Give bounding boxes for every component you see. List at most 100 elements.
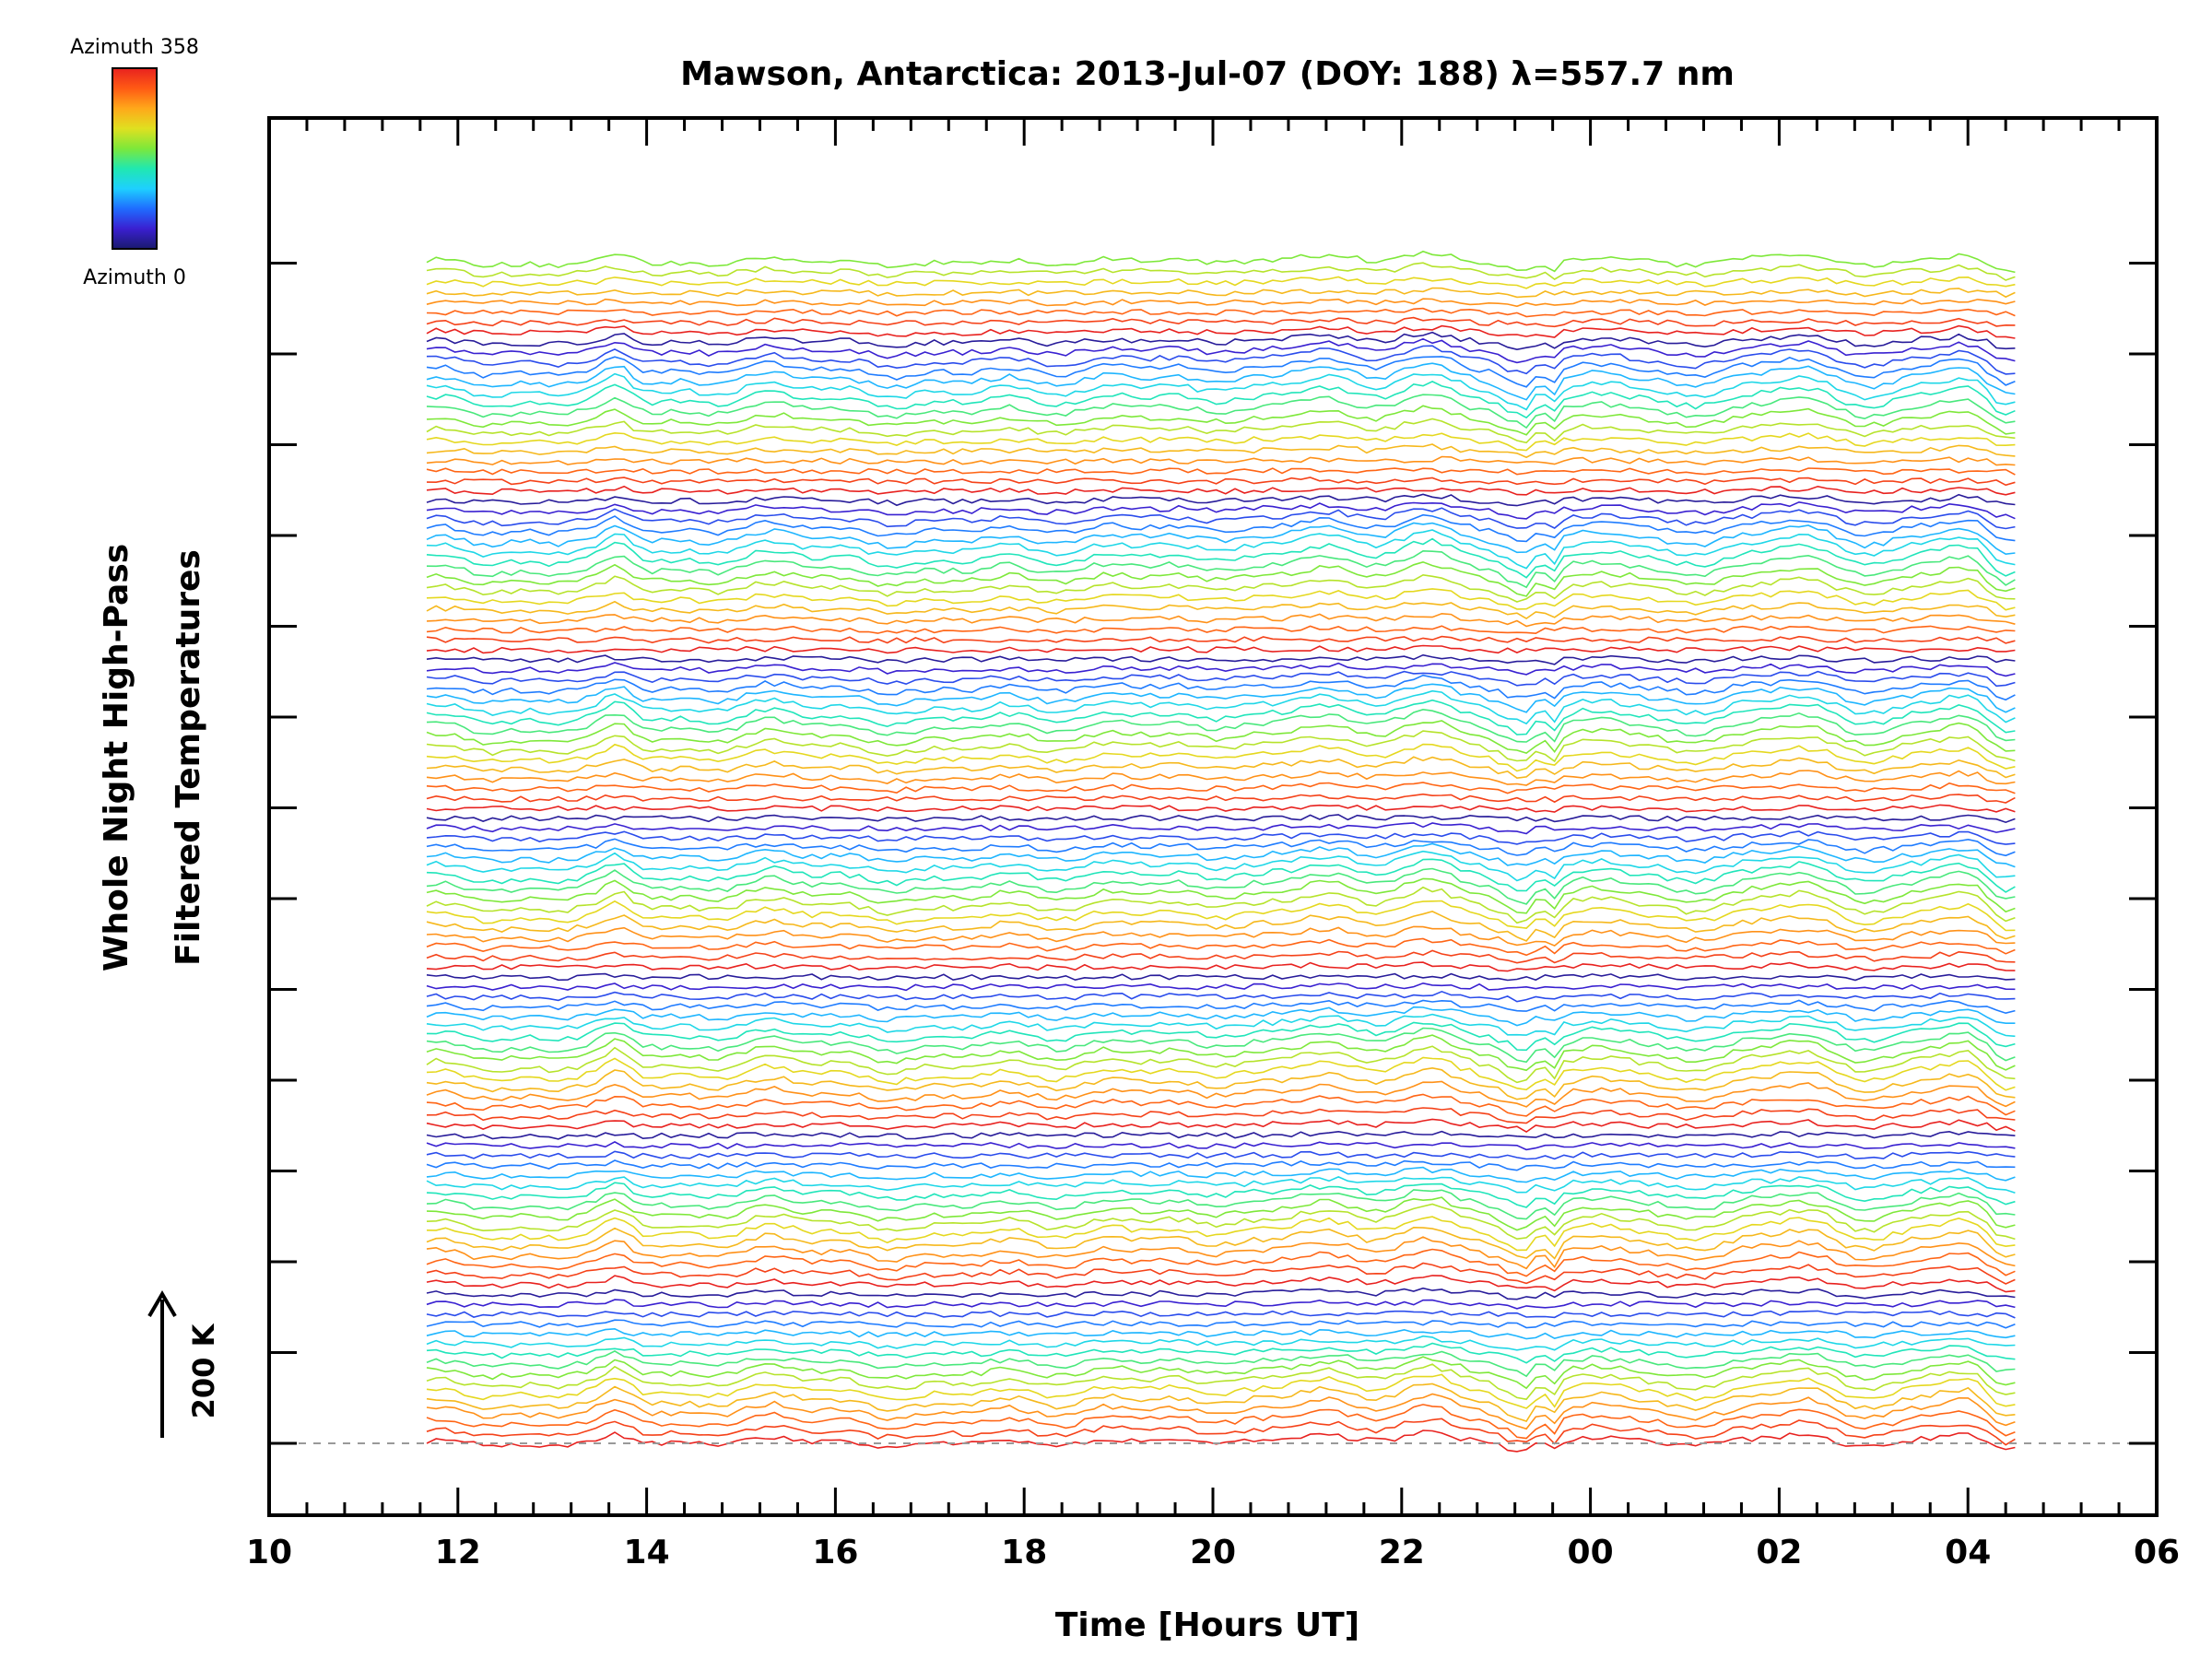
- x-tick-label: 02: [1756, 1534, 1802, 1571]
- series-line-115: [426, 298, 2016, 308]
- axes-layer: 10 12 14 16 18 20 22 00 02 04 06: [246, 116, 2180, 1571]
- series-line-58: [426, 850, 2016, 882]
- series-line-54: [426, 886, 2016, 924]
- series-line-87: [426, 560, 2016, 597]
- series-line-50: [426, 937, 2016, 957]
- series-line-62: [426, 822, 2016, 835]
- series-line-33: [426, 1107, 2016, 1124]
- series-line-78: [426, 662, 2016, 677]
- series-line-81: [426, 635, 2016, 644]
- series-line-36: [426, 1066, 2016, 1100]
- series-line-28: [426, 1159, 2016, 1171]
- series-line-108: [426, 356, 2016, 388]
- series-line-73: [426, 699, 2016, 735]
- x-axis-label: Time [Hours UT]: [1055, 1606, 1359, 1644]
- series-line-114: [426, 307, 2016, 318]
- x-tick-label: 00: [1568, 1534, 1614, 1571]
- series-line-92: [426, 513, 2016, 543]
- series-line-86: [426, 573, 2016, 603]
- series-line-38: [426, 1045, 2016, 1084]
- series-line-27: [426, 1166, 2016, 1183]
- series-line-60: [426, 838, 2016, 857]
- series-line-77: [426, 670, 2016, 688]
- series-line-6: [426, 1363, 2016, 1401]
- series-line-10: [426, 1335, 2016, 1351]
- series-line-112: [426, 324, 2016, 339]
- series-line-32: [426, 1118, 2016, 1134]
- scale-arrow-icon: [147, 1290, 177, 1438]
- series-layer: [426, 250, 2016, 1453]
- series-line-39: [426, 1034, 2016, 1072]
- x-tick-label: 20: [1190, 1534, 1236, 1571]
- series-line-29: [426, 1150, 2016, 1160]
- x-tick-label: 04: [1945, 1534, 1991, 1571]
- series-line-104: [426, 394, 2016, 429]
- series-line-119: [426, 250, 2016, 274]
- series-line-109: [426, 345, 2016, 375]
- series-line-98: [426, 467, 2016, 476]
- series-line-76: [426, 674, 2016, 701]
- series-line-65: [426, 793, 2016, 804]
- series-line-17: [426, 1262, 2016, 1285]
- series-line-51: [426, 925, 2016, 947]
- series-line-71: [426, 720, 2016, 754]
- series-line-90: [426, 529, 2016, 570]
- series-line-74: [426, 689, 2016, 725]
- series-line-40: [426, 1027, 2016, 1064]
- series-line-96: [426, 485, 2016, 496]
- series-line-97: [426, 477, 2016, 487]
- series-line-11: [426, 1327, 2016, 1340]
- series-line-88: [426, 549, 2016, 589]
- series-line-13: [426, 1310, 2016, 1319]
- series-line-57: [426, 858, 2016, 893]
- y-axis-label-line-1: Whole Night High-Pass: [98, 544, 135, 971]
- series-line-68: [426, 756, 2016, 780]
- series-line-101: [426, 431, 2016, 452]
- series-line-21: [426, 1216, 2016, 1252]
- series-line-18: [426, 1248, 2016, 1277]
- series-line-75: [426, 683, 2016, 713]
- series-line-7: [426, 1356, 2016, 1390]
- series-line-15: [426, 1287, 2016, 1300]
- x-tick-label: 16: [812, 1534, 858, 1571]
- series-line-34: [426, 1093, 2016, 1117]
- series-line-43: [426, 1006, 2016, 1027]
- series-line-9: [426, 1342, 2016, 1364]
- series-line-83: [426, 612, 2016, 628]
- series-line-49: [426, 949, 2016, 964]
- series-line-12: [426, 1319, 2016, 1329]
- series-line-25: [426, 1182, 2016, 1208]
- series-line-118: [426, 262, 2016, 281]
- series-line-107: [426, 362, 2016, 401]
- series-line-42: [426, 1013, 2016, 1038]
- series-line-4: [426, 1382, 2016, 1422]
- series-line-5: [426, 1373, 2016, 1409]
- series-line-24: [426, 1189, 2016, 1220]
- series-line-100: [426, 443, 2016, 459]
- series-line-0: [426, 1430, 2016, 1453]
- series-line-14: [426, 1299, 2016, 1310]
- chart-title: Mawson, Antarctica: 2013-Jul-07 (DOY: 18…: [680, 55, 1735, 93]
- series-line-22: [426, 1203, 2016, 1241]
- series-line-93: [426, 507, 2016, 530]
- series-line-95: [426, 493, 2016, 507]
- x-tick-label: 10: [246, 1534, 292, 1571]
- series-line-2: [426, 1404, 2016, 1440]
- series-line-85: [426, 588, 2016, 611]
- series-line-1: [426, 1418, 2016, 1446]
- series-line-79: [426, 653, 2016, 665]
- colorbar-top-label: Azimuth 358: [70, 36, 199, 59]
- series-line-67: [426, 770, 2016, 786]
- series-line-113: [426, 316, 2016, 328]
- series-line-3: [426, 1393, 2016, 1430]
- series-line-106: [426, 372, 2016, 411]
- series-line-102: [426, 418, 2016, 444]
- series-line-110: [426, 337, 2016, 364]
- series-line-56: [426, 867, 2016, 905]
- series-line-8: [426, 1349, 2016, 1378]
- series-line-31: [426, 1130, 2016, 1140]
- series-line-99: [426, 455, 2016, 466]
- series-line-117: [426, 276, 2016, 289]
- y-axis-label-line-2: Filtered Temperatures: [170, 549, 207, 966]
